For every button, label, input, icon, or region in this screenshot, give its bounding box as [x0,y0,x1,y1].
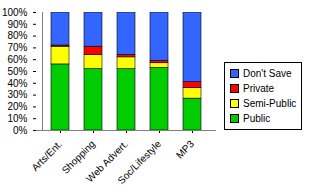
svg-text:10%: 10% [7,113,27,124]
svg-text:60%: 60% [7,54,27,65]
svg-text:30%: 30% [7,89,27,100]
svg-text:0%: 0% [13,125,28,136]
svg-text:100%: 100% [2,7,28,18]
svg-text:70%: 70% [7,42,27,53]
svg-text:Shopping: Shopping [59,138,98,176]
svg-text:Arts/Ent.: Arts/Ent. [29,138,65,174]
html-text:Private: Private [243,83,275,94]
svg-text:Web Advert.: Web Advert. [84,138,131,185]
svg-text:40%: 40% [7,78,27,89]
html-text:Public: Public [243,113,271,124]
html-text:Don't Save: Don't Save [243,68,292,79]
svg-text:80%: 80% [7,30,27,41]
svg-text:20%: 20% [7,101,27,112]
svg-text:Soc/Lifestyle: Soc/Lifestyle [115,138,163,186]
html-text:Semi-Public: Semi-Public [243,98,297,109]
svg-text:MP3: MP3 [174,138,197,161]
svg-text:90%: 90% [7,19,27,30]
svg-text:50%: 50% [7,66,27,77]
